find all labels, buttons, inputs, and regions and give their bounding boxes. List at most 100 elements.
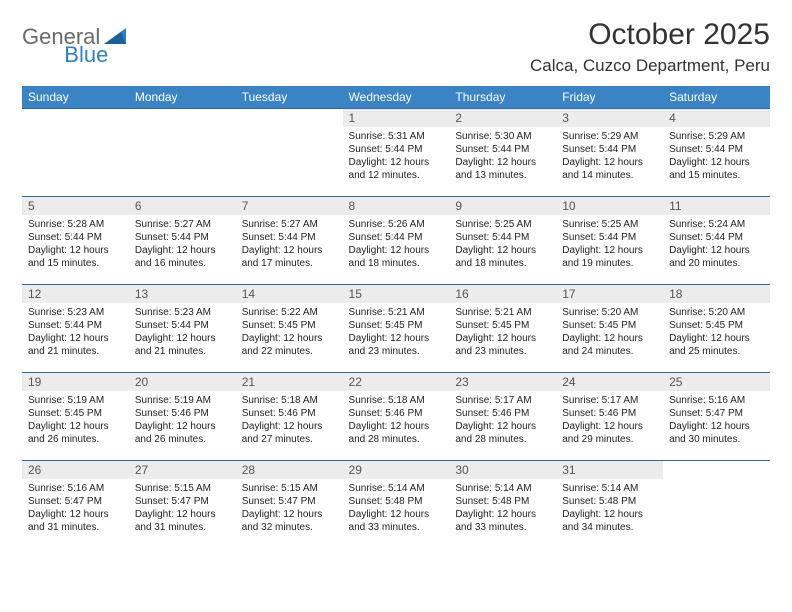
day-number: 23 — [449, 373, 556, 391]
calendar-day-cell: 31Sunrise: 5:14 AMSunset: 5:48 PMDayligh… — [556, 461, 663, 549]
month-title: October 2025 — [530, 18, 770, 52]
day-header: Monday — [129, 86, 236, 109]
day-number: 10 — [556, 197, 663, 215]
day-details: Sunrise: 5:25 AMSunset: 5:44 PMDaylight:… — [449, 215, 556, 274]
calendar-day-cell — [236, 109, 343, 197]
calendar-day-cell: 13Sunrise: 5:23 AMSunset: 5:44 PMDayligh… — [129, 285, 236, 373]
title-block: October 2025 Calca, Cuzco Department, Pe… — [530, 18, 770, 76]
day-details: Sunrise: 5:17 AMSunset: 5:46 PMDaylight:… — [449, 391, 556, 450]
day-number: 29 — [343, 461, 450, 479]
calendar-day-cell: 23Sunrise: 5:17 AMSunset: 5:46 PMDayligh… — [449, 373, 556, 461]
day-number: 8 — [343, 197, 450, 215]
day-details: Sunrise: 5:25 AMSunset: 5:44 PMDaylight:… — [556, 215, 663, 274]
calendar-day-cell: 1Sunrise: 5:31 AMSunset: 5:44 PMDaylight… — [343, 109, 450, 197]
day-details: Sunrise: 5:23 AMSunset: 5:44 PMDaylight:… — [22, 303, 129, 362]
calendar-body: 1Sunrise: 5:31 AMSunset: 5:44 PMDaylight… — [22, 109, 770, 549]
day-header: Tuesday — [236, 86, 343, 109]
day-details: Sunrise: 5:21 AMSunset: 5:45 PMDaylight:… — [343, 303, 450, 362]
calendar-week-row: 19Sunrise: 5:19 AMSunset: 5:45 PMDayligh… — [22, 373, 770, 461]
day-header: Sunday — [22, 86, 129, 109]
calendar-day-cell: 14Sunrise: 5:22 AMSunset: 5:45 PMDayligh… — [236, 285, 343, 373]
day-number: 3 — [556, 109, 663, 127]
calendar-day-cell: 16Sunrise: 5:21 AMSunset: 5:45 PMDayligh… — [449, 285, 556, 373]
day-details: Sunrise: 5:16 AMSunset: 5:47 PMDaylight:… — [663, 391, 770, 450]
day-details: Sunrise: 5:26 AMSunset: 5:44 PMDaylight:… — [343, 215, 450, 274]
day-details: Sunrise: 5:31 AMSunset: 5:44 PMDaylight:… — [343, 127, 450, 186]
calendar-day-cell: 24Sunrise: 5:17 AMSunset: 5:46 PMDayligh… — [556, 373, 663, 461]
day-details: Sunrise: 5:19 AMSunset: 5:46 PMDaylight:… — [129, 391, 236, 450]
day-header: Saturday — [663, 86, 770, 109]
calendar-day-cell: 4Sunrise: 5:29 AMSunset: 5:44 PMDaylight… — [663, 109, 770, 197]
day-details: Sunrise: 5:19 AMSunset: 5:45 PMDaylight:… — [22, 391, 129, 450]
calendar-day-cell: 21Sunrise: 5:18 AMSunset: 5:46 PMDayligh… — [236, 373, 343, 461]
day-number: 20 — [129, 373, 236, 391]
calendar-day-cell: 11Sunrise: 5:24 AMSunset: 5:44 PMDayligh… — [663, 197, 770, 285]
calendar-day-cell: 22Sunrise: 5:18 AMSunset: 5:46 PMDayligh… — [343, 373, 450, 461]
day-header: Wednesday — [343, 86, 450, 109]
calendar-day-cell: 12Sunrise: 5:23 AMSunset: 5:44 PMDayligh… — [22, 285, 129, 373]
logo: General Blue — [22, 18, 174, 50]
day-number: 13 — [129, 285, 236, 303]
day-number: 14 — [236, 285, 343, 303]
day-number: 25 — [663, 373, 770, 391]
day-number: 26 — [22, 461, 129, 479]
calendar-week-row: 12Sunrise: 5:23 AMSunset: 5:44 PMDayligh… — [22, 285, 770, 373]
calendar-day-cell: 28Sunrise: 5:15 AMSunset: 5:47 PMDayligh… — [236, 461, 343, 549]
day-details: Sunrise: 5:16 AMSunset: 5:47 PMDaylight:… — [22, 479, 129, 538]
day-number: 22 — [343, 373, 450, 391]
day-number: 30 — [449, 461, 556, 479]
day-details: Sunrise: 5:30 AMSunset: 5:44 PMDaylight:… — [449, 127, 556, 186]
day-details: Sunrise: 5:17 AMSunset: 5:46 PMDaylight:… — [556, 391, 663, 450]
day-number: 16 — [449, 285, 556, 303]
calendar-day-cell: 30Sunrise: 5:14 AMSunset: 5:48 PMDayligh… — [449, 461, 556, 549]
day-details: Sunrise: 5:15 AMSunset: 5:47 PMDaylight:… — [129, 479, 236, 538]
day-details: Sunrise: 5:22 AMSunset: 5:45 PMDaylight:… — [236, 303, 343, 362]
day-number: 12 — [22, 285, 129, 303]
day-details: Sunrise: 5:27 AMSunset: 5:44 PMDaylight:… — [129, 215, 236, 274]
calendar-day-cell: 17Sunrise: 5:20 AMSunset: 5:45 PMDayligh… — [556, 285, 663, 373]
day-details: Sunrise: 5:24 AMSunset: 5:44 PMDaylight:… — [663, 215, 770, 274]
calendar-week-row: 26Sunrise: 5:16 AMSunset: 5:47 PMDayligh… — [22, 461, 770, 549]
day-details: Sunrise: 5:14 AMSunset: 5:48 PMDaylight:… — [556, 479, 663, 538]
calendar-day-cell: 3Sunrise: 5:29 AMSunset: 5:44 PMDaylight… — [556, 109, 663, 197]
day-details: Sunrise: 5:29 AMSunset: 5:44 PMDaylight:… — [556, 127, 663, 186]
day-header-row: Sunday Monday Tuesday Wednesday Thursday… — [22, 86, 770, 109]
calendar-week-row: 1Sunrise: 5:31 AMSunset: 5:44 PMDaylight… — [22, 109, 770, 197]
calendar-day-cell: 29Sunrise: 5:14 AMSunset: 5:48 PMDayligh… — [343, 461, 450, 549]
day-details: Sunrise: 5:21 AMSunset: 5:45 PMDaylight:… — [449, 303, 556, 362]
day-number: 27 — [129, 461, 236, 479]
calendar-day-cell: 15Sunrise: 5:21 AMSunset: 5:45 PMDayligh… — [343, 285, 450, 373]
calendar-day-cell — [663, 461, 770, 549]
calendar-day-cell: 6Sunrise: 5:27 AMSunset: 5:44 PMDaylight… — [129, 197, 236, 285]
day-number: 11 — [663, 197, 770, 215]
calendar-day-cell: 19Sunrise: 5:19 AMSunset: 5:45 PMDayligh… — [22, 373, 129, 461]
day-header: Friday — [556, 86, 663, 109]
day-number: 31 — [556, 461, 663, 479]
day-number: 18 — [663, 285, 770, 303]
calendar-day-cell: 2Sunrise: 5:30 AMSunset: 5:44 PMDaylight… — [449, 109, 556, 197]
day-details: Sunrise: 5:18 AMSunset: 5:46 PMDaylight:… — [343, 391, 450, 450]
day-details: Sunrise: 5:18 AMSunset: 5:46 PMDaylight:… — [236, 391, 343, 450]
calendar-day-cell: 5Sunrise: 5:28 AMSunset: 5:44 PMDaylight… — [22, 197, 129, 285]
day-details: Sunrise: 5:27 AMSunset: 5:44 PMDaylight:… — [236, 215, 343, 274]
calendar-day-cell: 25Sunrise: 5:16 AMSunset: 5:47 PMDayligh… — [663, 373, 770, 461]
calendar-day-cell: 10Sunrise: 5:25 AMSunset: 5:44 PMDayligh… — [556, 197, 663, 285]
calendar-table: Sunday Monday Tuesday Wednesday Thursday… — [22, 86, 770, 549]
calendar-day-cell — [129, 109, 236, 197]
day-number: 19 — [22, 373, 129, 391]
day-number: 24 — [556, 373, 663, 391]
location-text: Calca, Cuzco Department, Peru — [530, 56, 770, 76]
day-number: 7 — [236, 197, 343, 215]
day-details: Sunrise: 5:23 AMSunset: 5:44 PMDaylight:… — [129, 303, 236, 362]
logo-text-blue: Blue — [64, 42, 108, 68]
day-number: 21 — [236, 373, 343, 391]
day-details: Sunrise: 5:15 AMSunset: 5:47 PMDaylight:… — [236, 479, 343, 538]
day-number: 1 — [343, 109, 450, 127]
day-header: Thursday — [449, 86, 556, 109]
day-number: 4 — [663, 109, 770, 127]
day-details: Sunrise: 5:29 AMSunset: 5:44 PMDaylight:… — [663, 127, 770, 186]
day-number: 15 — [343, 285, 450, 303]
day-details: Sunrise: 5:14 AMSunset: 5:48 PMDaylight:… — [343, 479, 450, 538]
calendar-day-cell: 8Sunrise: 5:26 AMSunset: 5:44 PMDaylight… — [343, 197, 450, 285]
header: General Blue October 2025 Calca, Cuzco D… — [22, 18, 770, 76]
